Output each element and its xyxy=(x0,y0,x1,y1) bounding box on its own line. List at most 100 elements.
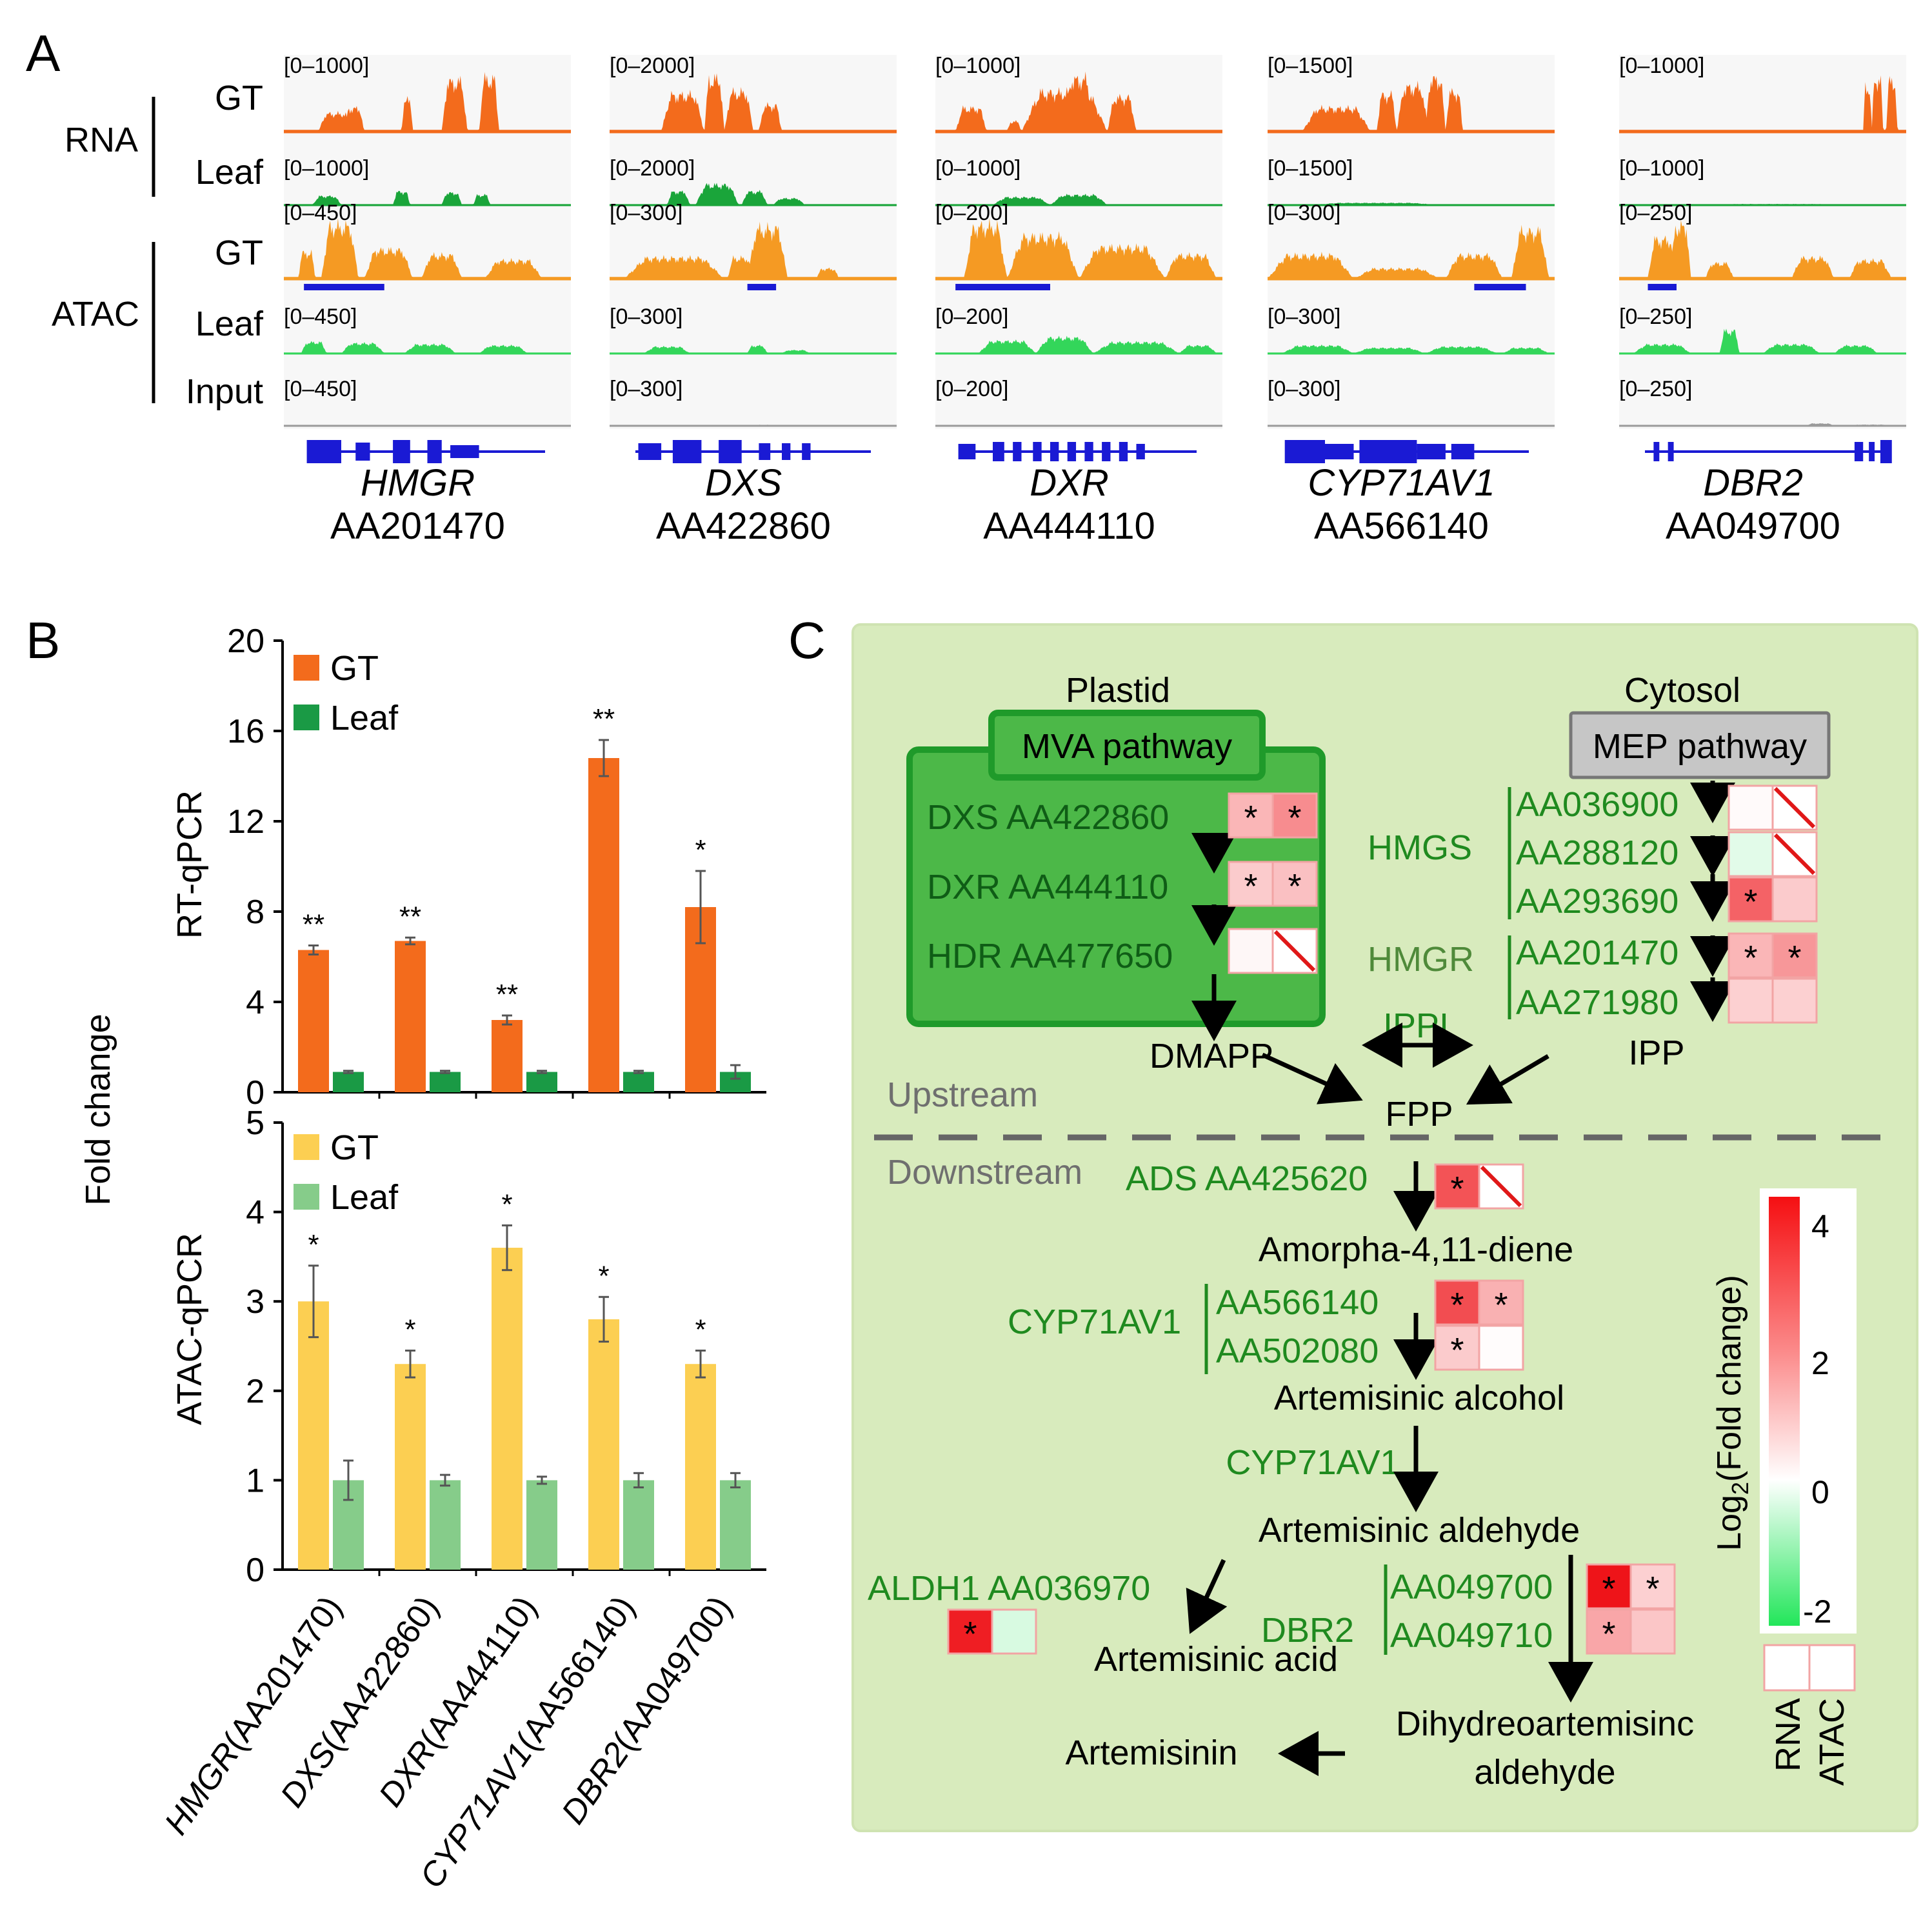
coverage-track xyxy=(284,218,571,279)
coverage-track xyxy=(1268,345,1555,354)
panel-b-label: B xyxy=(26,612,60,669)
gene-model-exon xyxy=(1284,440,1325,463)
heatmap-cell xyxy=(1228,928,1274,974)
bar-gt xyxy=(588,1319,619,1570)
y-tick-label: 5 xyxy=(246,1104,264,1142)
atac-qpcr-chart: 0 1 2 3 4 5 * * * * * xyxy=(246,1104,766,1589)
track-range-label: [0–1000] xyxy=(935,54,1021,78)
hmgr-id: AA201470 xyxy=(1516,934,1678,972)
x-tick-label: HMGR(AA201470) xyxy=(157,1590,350,1842)
gene-model-exon xyxy=(355,443,370,461)
gene-model-exon xyxy=(719,440,742,463)
y-tick-label: 2 xyxy=(246,1373,264,1410)
significance-label: * xyxy=(695,1314,706,1345)
gene-model-exon xyxy=(638,443,662,460)
heatmap-cell xyxy=(1228,861,1274,907)
gene-model-exon xyxy=(427,440,442,463)
dihydro-label-line1: Dihydreoartemisinc xyxy=(1396,1704,1694,1743)
fpp-label: FPP xyxy=(1385,1095,1453,1134)
heatmap-cell xyxy=(1771,876,1818,923)
key-label-atac: ATAC xyxy=(1813,1698,1851,1786)
heatmap-cells: * * * * * * * * * * * * * * * xyxy=(947,785,1818,1655)
bar-leaf xyxy=(430,1480,461,1570)
panel-c-label: C xyxy=(788,612,826,669)
gene-model-exon xyxy=(782,443,791,460)
arrow xyxy=(1186,1559,1228,1634)
gene-id: AA422860 xyxy=(656,505,831,547)
bar-leaf xyxy=(623,1480,654,1570)
heatmap-significance: * xyxy=(1788,939,1801,977)
bar-leaf xyxy=(623,1072,654,1092)
significance-label: * xyxy=(501,1188,512,1220)
significance-label: ** xyxy=(399,901,421,932)
track-range-label: [0–1000] xyxy=(1619,156,1704,181)
coverage-track xyxy=(935,194,1222,205)
colorbar-tick: -2 xyxy=(1803,1594,1831,1630)
artemisinic-alcohol-label: Artemisinic alcohol xyxy=(1274,1379,1564,1417)
track-panel-background xyxy=(1619,55,1906,429)
track-range-label: [0–1000] xyxy=(1619,54,1704,78)
heatmap-significance: * xyxy=(1602,1570,1615,1608)
gene-name: CYP71AV1 xyxy=(1308,462,1495,504)
coverage-track xyxy=(1268,225,1555,279)
gene-model-exon xyxy=(450,445,479,458)
heatmap-significance: * xyxy=(1494,1286,1508,1324)
y-tick-label: 8 xyxy=(246,894,264,931)
track-label-rna-gt: GT xyxy=(215,79,263,117)
bar-gt xyxy=(588,758,619,1092)
track-range-label: [0–450] xyxy=(284,377,357,401)
bar-gt xyxy=(395,941,426,1092)
heatmap-significance: * xyxy=(1450,1286,1464,1324)
track-label-atac-gt: GT xyxy=(215,234,263,272)
coverage-track xyxy=(610,221,897,279)
track-label-input: Input xyxy=(186,372,263,411)
bar-gt xyxy=(298,1301,329,1570)
heatmap-cell xyxy=(991,1608,1037,1655)
y-tick-label: 0 xyxy=(246,1074,264,1112)
peak-region-bar xyxy=(1648,284,1677,290)
significance-label: ** xyxy=(593,703,615,735)
coverage-track xyxy=(1619,220,1906,279)
hmgs-id: AA293690 xyxy=(1516,882,1678,921)
coverage-track xyxy=(610,73,897,132)
dmapp-label: DMAPP xyxy=(1150,1037,1273,1075)
coverage-track xyxy=(935,71,1222,132)
track-range-label: [0–300] xyxy=(1268,305,1340,329)
track-range-label: [0–300] xyxy=(1268,377,1340,401)
track-range-label: [0–1000] xyxy=(284,54,369,78)
mep-pathway-box xyxy=(1569,711,1831,779)
atac-legend-gt-swatch xyxy=(294,1134,319,1160)
gene-id: AA566140 xyxy=(1314,505,1489,547)
rt-legend-leaf-label: Leaf xyxy=(330,699,399,737)
gene-model-exon xyxy=(1451,444,1475,459)
atac-legend-gt-label: GT xyxy=(330,1128,379,1167)
gene-model-exon xyxy=(1869,442,1875,461)
heatmap-cell xyxy=(1629,1563,1676,1610)
heatmap-cell xyxy=(1434,1279,1480,1326)
key-cell-rna xyxy=(1763,1644,1811,1692)
atac-legend-leaf-label: Leaf xyxy=(330,1178,399,1217)
ipp-label: IPP xyxy=(1628,1034,1684,1072)
gene-model-exon xyxy=(1084,442,1093,461)
key-cell-atac xyxy=(1808,1644,1856,1692)
y-tick-label: 3 xyxy=(246,1283,264,1321)
heatmap-cell xyxy=(1728,977,1774,1024)
gene-model-exon xyxy=(1359,440,1417,463)
heatmap-significance: * xyxy=(1450,1170,1464,1208)
track-range-label: [0–250] xyxy=(1619,377,1692,401)
y-tick-label: 0 xyxy=(246,1552,264,1589)
artemisinic-acid-label: Artemisinic acid xyxy=(1094,1640,1338,1679)
gene-model-exon xyxy=(993,442,1004,461)
artemisinic-aldehyde-label: Artemisinic aldehyde xyxy=(1259,1511,1580,1550)
bar-gt xyxy=(298,950,329,1092)
track-range-label: [0–1500] xyxy=(1268,54,1353,78)
track-range-label: [0–1000] xyxy=(935,156,1021,181)
genome-browser-tracks: [0–1000] [0–1000] [0–450] [0–450] [0–450] HMG… xyxy=(284,54,1906,547)
gene-model-exon xyxy=(1854,442,1864,461)
mva-gene-hdr: HDR AA477650 xyxy=(927,937,1173,975)
heatmap-cell xyxy=(1728,831,1774,877)
atac-legend: GT Leaf xyxy=(294,1128,399,1217)
mva-gene-dxs: DXS AA422860 xyxy=(927,798,1169,837)
track-range-label: [0–450] xyxy=(284,305,357,329)
mva-pathway-title: MVA pathway xyxy=(1022,727,1232,766)
